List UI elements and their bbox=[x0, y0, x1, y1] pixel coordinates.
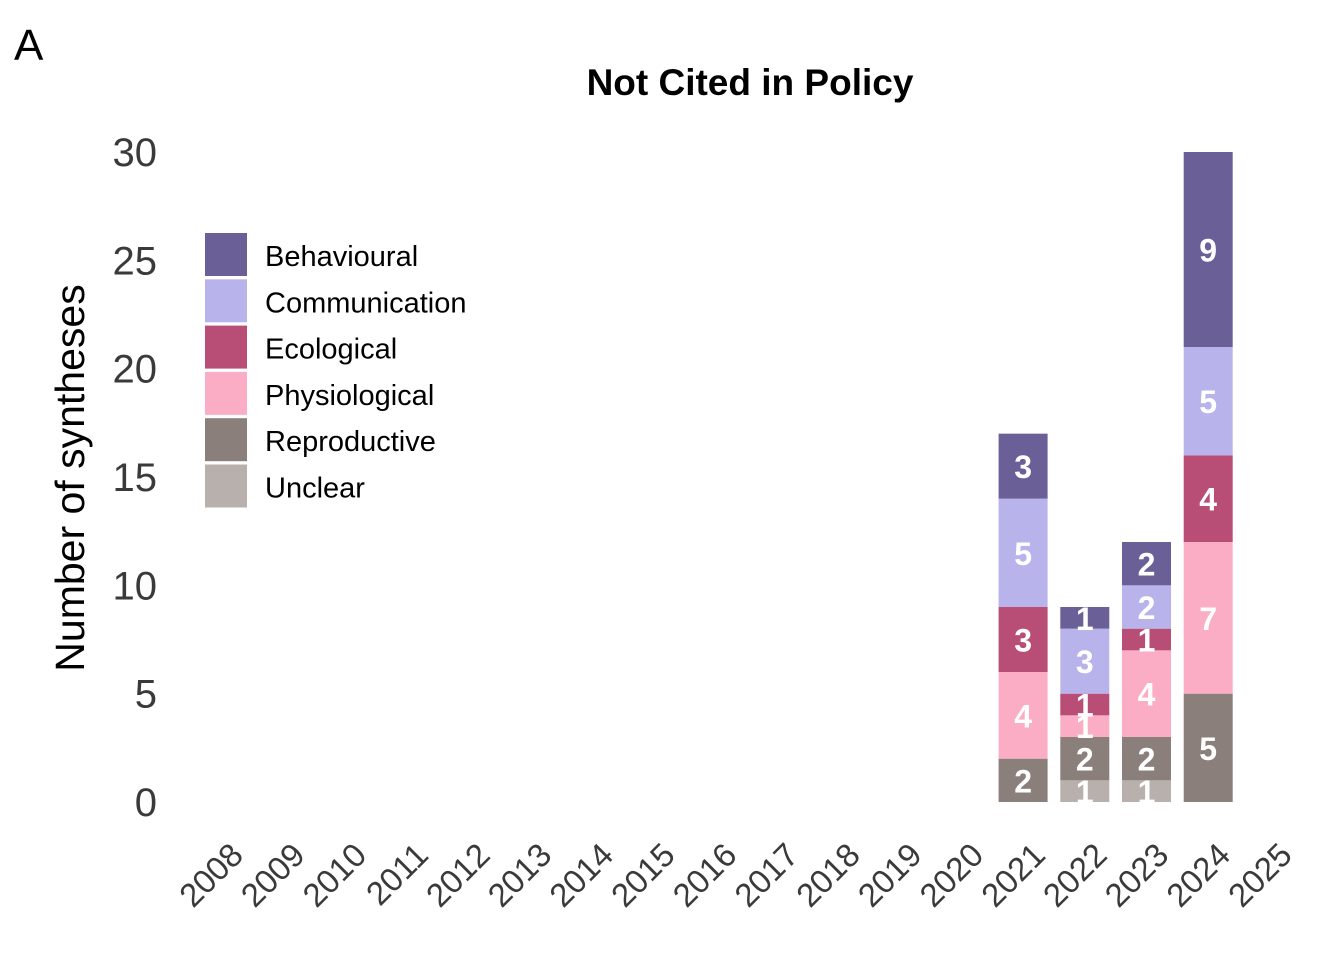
bar-value-label: 2 bbox=[1138, 742, 1156, 778]
bar-value-label: 2 bbox=[1138, 547, 1156, 583]
bar-value-label: 9 bbox=[1199, 233, 1217, 269]
x-tick-label: 2013 bbox=[480, 836, 558, 914]
bar-value-label: 1 bbox=[1076, 688, 1094, 724]
bar-segment bbox=[1060, 607, 1110, 629]
bar-segment bbox=[1183, 693, 1233, 802]
legend-label: Behavioural bbox=[265, 241, 418, 273]
x-tick-label: 2010 bbox=[295, 836, 373, 914]
bar-value-label: 1 bbox=[1076, 774, 1094, 810]
bar-segment bbox=[998, 758, 1048, 802]
bar-segment bbox=[1122, 780, 1171, 802]
x-tick-label: 2019 bbox=[851, 836, 929, 914]
legend-swatch bbox=[205, 464, 247, 508]
chart-title: Not Cited in Policy bbox=[587, 62, 914, 103]
bar-value-label: 1 bbox=[1138, 774, 1156, 810]
x-tick-label: 2023 bbox=[1097, 836, 1175, 914]
legend-swatch bbox=[205, 325, 247, 369]
y-tick-label: 10 bbox=[113, 564, 158, 608]
bar-value-label: 1 bbox=[1076, 709, 1094, 745]
x-tick-label: 2017 bbox=[727, 836, 805, 914]
bar-segment bbox=[998, 607, 1048, 672]
bar-segment bbox=[1183, 455, 1233, 542]
bar-value-label: 2 bbox=[1014, 763, 1032, 799]
bar-value-label: 4 bbox=[1138, 677, 1156, 713]
bar-segment bbox=[1060, 693, 1110, 716]
y-tick-label: 20 bbox=[113, 348, 158, 392]
bar-segment bbox=[1122, 650, 1171, 737]
x-tick-label: 2021 bbox=[974, 836, 1052, 914]
bar-segment bbox=[1122, 628, 1171, 651]
bar-value-label: 4 bbox=[1199, 482, 1217, 518]
legend-label: Unclear bbox=[265, 473, 365, 505]
x-tick-label: 2008 bbox=[172, 836, 250, 914]
bar-segment bbox=[1060, 737, 1110, 781]
y-axis-ticks: 0 5 10 15 20 25 30 bbox=[113, 131, 158, 825]
bar-segment bbox=[1060, 628, 1110, 694]
x-tick-label: 2015 bbox=[604, 836, 682, 914]
legend-swatch bbox=[205, 371, 247, 415]
y-tick-label: 15 bbox=[113, 456, 158, 500]
x-tick-label: 2014 bbox=[542, 836, 620, 914]
legend-label: Reproductive bbox=[265, 426, 436, 458]
legend-label: Communication bbox=[265, 287, 466, 319]
legend: Behavioural Communication Ecological Physio… bbox=[205, 233, 466, 508]
legend-swatch bbox=[205, 233, 247, 276]
bar-value-label: 4 bbox=[1014, 698, 1032, 734]
bar-value-label: 2 bbox=[1076, 742, 1094, 778]
x-axis-ticks: 2008200920102011201220132014201520162017… bbox=[172, 836, 1299, 914]
x-tick-label: 2025 bbox=[1221, 836, 1299, 914]
legend-label: Ecological bbox=[265, 334, 397, 366]
bar-segment bbox=[1183, 542, 1233, 694]
y-tick-label: 0 bbox=[135, 781, 157, 825]
x-tick-label: 2011 bbox=[359, 836, 435, 912]
bar-value-label: 5 bbox=[1014, 536, 1032, 572]
x-tick-label: 2018 bbox=[789, 836, 867, 914]
bar-segment bbox=[1122, 737, 1171, 781]
bar-value-label: 2 bbox=[1138, 590, 1156, 626]
legend-swatch bbox=[205, 418, 247, 462]
bar-value-label: 3 bbox=[1014, 449, 1032, 485]
legend-swatch bbox=[205, 279, 247, 323]
panel-label: A bbox=[14, 21, 44, 70]
x-tick-label: 2020 bbox=[912, 836, 990, 914]
bar-segment bbox=[1122, 542, 1171, 586]
bar-segment bbox=[998, 672, 1048, 759]
bar-value-label: 3 bbox=[1076, 644, 1094, 680]
bar-value-label: 7 bbox=[1199, 601, 1217, 637]
bar-value-label: 1 bbox=[1138, 623, 1156, 659]
y-tick-label: 5 bbox=[135, 673, 157, 717]
bar-segment bbox=[1060, 715, 1110, 737]
y-tick-label: 30 bbox=[113, 131, 158, 175]
y-tick-label: 25 bbox=[113, 239, 158, 283]
legend-label: Physiological bbox=[265, 380, 434, 412]
x-tick-label: 2024 bbox=[1159, 836, 1237, 914]
bar-segment bbox=[1122, 585, 1171, 629]
x-tick-label: 2009 bbox=[234, 836, 312, 914]
bar-segment bbox=[1183, 152, 1233, 347]
bar-value-label: 3 bbox=[1014, 623, 1032, 659]
bar-value-label: 5 bbox=[1199, 384, 1217, 420]
bar-segment bbox=[998, 433, 1048, 499]
bar-segment bbox=[998, 498, 1048, 607]
y-axis-label: Number of syntheses bbox=[47, 284, 93, 671]
bar-segment bbox=[1060, 780, 1110, 802]
bar-value-label: 5 bbox=[1199, 731, 1217, 767]
x-tick-label: 2022 bbox=[1036, 836, 1114, 914]
x-tick-label: 2016 bbox=[665, 836, 743, 914]
bar-segment bbox=[1183, 347, 1233, 456]
x-tick-label: 2012 bbox=[419, 836, 497, 914]
bar-value-label: 1 bbox=[1076, 601, 1094, 637]
